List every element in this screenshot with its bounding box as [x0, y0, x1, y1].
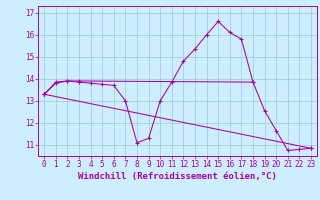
X-axis label: Windchill (Refroidissement éolien,°C): Windchill (Refroidissement éolien,°C) — [78, 172, 277, 181]
